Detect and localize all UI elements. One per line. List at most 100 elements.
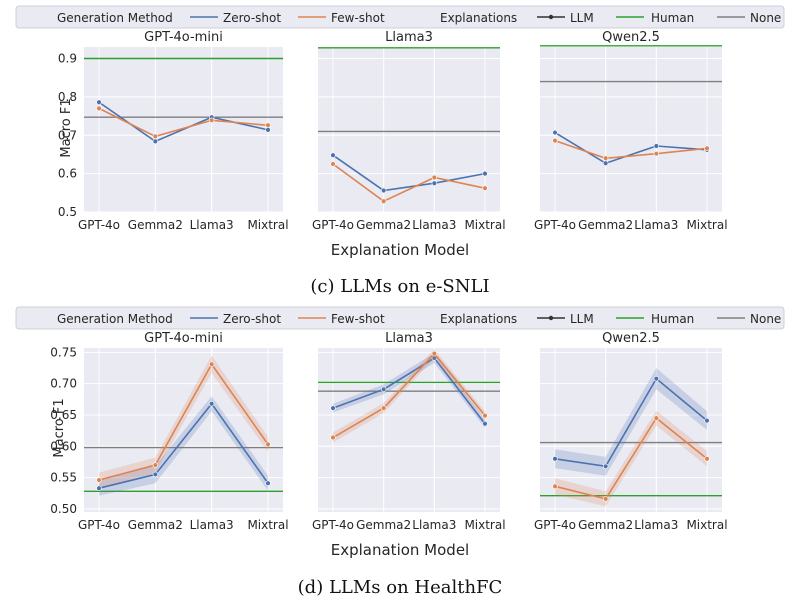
- series-line-zero-shot: [332, 356, 486, 425]
- x-tick-label: Llama3: [634, 218, 678, 232]
- data-point-few-shot: [482, 185, 488, 191]
- panel-healthfc-qwen2-5: GPT-4o Gemma2 Llama3 Mixtral Qwen2.5: [534, 331, 728, 532]
- y-tick-label: 0.55: [50, 471, 77, 485]
- data-point-zero-shot: [265, 480, 271, 486]
- y-tick-label: 0.5: [58, 205, 77, 219]
- x-tick-label: Llama3: [190, 518, 234, 532]
- data-point-few-shot: [602, 496, 609, 502]
- panel-title: GPT-4o-mini: [144, 331, 223, 346]
- x-tick-label: Llama3: [190, 218, 234, 232]
- data-point-zero-shot: [602, 463, 609, 470]
- data-point-zero-shot: [653, 143, 660, 149]
- data-point-zero-shot: [380, 187, 387, 194]
- data-point-few-shot: [704, 145, 710, 152]
- data-point-zero-shot: [265, 127, 271, 133]
- x-axis-label-top: Explanation Model: [331, 241, 469, 259]
- x-tick-label: Gemma2: [578, 518, 633, 532]
- legend-none-label: None: [750, 312, 781, 326]
- y-axis-label-top: Macro F1: [59, 98, 74, 157]
- data-point-zero-shot: [431, 180, 438, 186]
- plot-area: [540, 348, 722, 512]
- series-line-few-shot: [554, 416, 708, 500]
- x-tick-label: Mixtral: [247, 518, 288, 532]
- series-line-few-shot: [98, 107, 269, 138]
- data-point-few-shot: [552, 483, 558, 490]
- data-point-few-shot: [265, 441, 271, 448]
- panel-title: Llama3: [385, 30, 433, 45]
- panel-title: Qwen2.5: [602, 30, 660, 45]
- data-point-few-shot: [380, 198, 387, 204]
- x-tick-label: Mixtral: [464, 518, 505, 532]
- confidence-band-few-shot: [333, 349, 485, 443]
- confidence-band-few-shot: [99, 355, 268, 488]
- legend-bottom: Generation Method Zero-shot Few-shot Exp…: [15, 306, 785, 330]
- legend-human-label: Human: [651, 11, 694, 25]
- legend-human-label: Human: [651, 312, 694, 326]
- data-point-few-shot: [602, 155, 609, 161]
- panel-title: Qwen2.5: [602, 331, 660, 346]
- data-point-few-shot: [704, 456, 710, 462]
- legend-generation-method-label: Generation Method: [57, 11, 173, 25]
- data-point-few-shot: [330, 434, 336, 441]
- data-point-zero-shot: [152, 138, 159, 145]
- data-point-few-shot: [653, 150, 660, 157]
- x-tick-label: Mixtral: [686, 518, 727, 532]
- data-point-zero-shot: [96, 99, 102, 105]
- x-tick-label: GPT-4o: [78, 218, 120, 232]
- data-point-few-shot: [431, 174, 438, 181]
- y-tick-label: 0.50: [50, 502, 77, 516]
- panel-e-snli-qwen2-5: GPT-4o Gemma2 Llama3 Mixtral Qwen2.5: [534, 30, 728, 232]
- data-point-zero-shot: [330, 152, 336, 158]
- data-point-few-shot: [330, 161, 336, 167]
- legend-zero-shot-label: Zero-shot: [223, 11, 281, 25]
- series-line-zero-shot: [332, 154, 486, 192]
- x-tick-label: Gemma2: [356, 518, 411, 532]
- series-line-few-shot: [332, 352, 486, 439]
- legend-few-shot-label: Few-shot: [331, 312, 385, 326]
- data-point-zero-shot: [482, 421, 488, 427]
- x-tick-label: GPT-4o: [534, 218, 576, 232]
- data-point-zero-shot: [482, 170, 488, 177]
- data-point-few-shot: [208, 361, 215, 367]
- series-line-zero-shot: [554, 131, 708, 165]
- y-axis-label-bottom: Macro F1: [52, 398, 67, 457]
- data-point-few-shot: [482, 412, 488, 419]
- y-tick-label: 0.70: [50, 377, 77, 391]
- legend-frame: [15, 306, 785, 330]
- data-point-zero-shot: [602, 160, 609, 166]
- panel-title: Llama3: [385, 331, 433, 346]
- data-point-few-shot: [380, 405, 387, 411]
- y-tick-label: 0.6: [58, 167, 77, 181]
- x-axis-label-bottom: Explanation Model: [331, 541, 469, 559]
- data-point-zero-shot: [552, 456, 558, 462]
- legend-llm-label: LLM: [570, 312, 594, 326]
- data-point-few-shot: [208, 117, 215, 123]
- data-point-few-shot: [152, 133, 159, 140]
- y-tick-label: 0.65: [50, 408, 77, 422]
- plot-area: [318, 348, 500, 512]
- data-point-zero-shot: [552, 129, 558, 136]
- series-line-few-shot: [554, 139, 708, 160]
- series-line-zero-shot: [98, 402, 269, 489]
- panel-e-snli-gpt-4o-mini: 0.5 0.6 0.7 0.8 0.9 GPT-4o Gemma2 Llama3 Mixtral…: [58, 30, 289, 232]
- data-point-zero-shot: [152, 471, 159, 478]
- y-tick-label: 0.7: [58, 128, 77, 142]
- x-tick-label: Gemma2: [128, 518, 183, 532]
- plot-area: [84, 348, 283, 512]
- data-point-zero-shot: [380, 386, 387, 393]
- x-tick-label: Llama3: [412, 218, 456, 232]
- plot-area: [540, 47, 722, 212]
- legend-generation-method-label: Generation Method: [57, 312, 173, 326]
- data-point-few-shot: [653, 415, 660, 421]
- data-point-zero-shot: [704, 417, 710, 424]
- x-tick-label: Mixtral: [464, 218, 505, 232]
- data-point-few-shot: [265, 122, 271, 128]
- x-tick-label: Mixtral: [247, 218, 288, 232]
- data-point-few-shot: [96, 105, 102, 112]
- x-tick-label: GPT-4o: [78, 518, 120, 532]
- legend-llm-marker: [548, 14, 554, 20]
- panel-healthfc-gpt-4o-mini: 0.50 0.55 0.60 0.65 0.70 0.75 GPT-4o Gemma2 Llam…: [50, 331, 288, 532]
